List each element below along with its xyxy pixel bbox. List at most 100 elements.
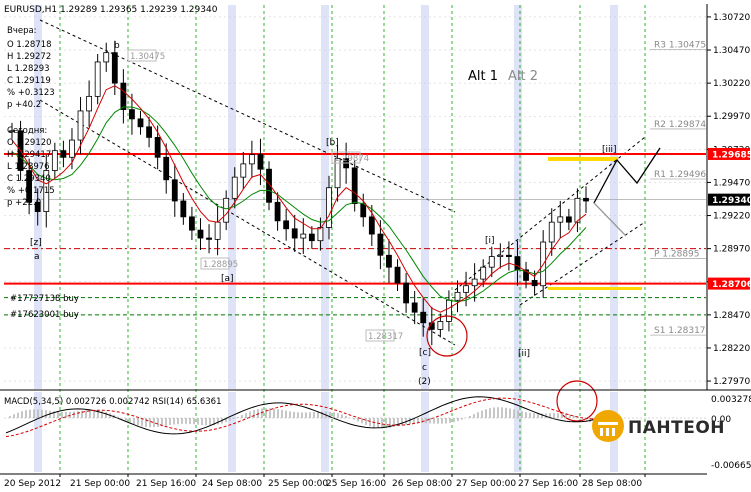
price-boxes: 1.30475 1.29874 1.28895 1.28317 <box>127 49 403 342</box>
candle-body <box>111 52 118 84</box>
x-tick-label: 25 Sep 16:00 <box>326 479 386 489</box>
candle-body <box>129 109 135 120</box>
candle-body <box>77 110 84 141</box>
today-title: Сегодня: <box>7 126 47 136</box>
wave-label-c-bracket: [c] <box>419 348 431 358</box>
projection-alt1 <box>593 147 661 204</box>
trend-lines <box>39 19 646 346</box>
candle-body <box>69 139 75 158</box>
candle-body <box>480 266 487 280</box>
yesterday-high: H 1.29272 <box>7 52 51 62</box>
y-tick-label: 1.28970 <box>713 245 750 255</box>
pivot-label: R2 1.29874 <box>654 120 706 130</box>
session-band <box>610 5 618 389</box>
candle-body <box>463 285 469 293</box>
y-tick-label: 1.29220 <box>713 212 750 222</box>
candle-body <box>283 220 290 230</box>
price-tag <box>708 277 750 290</box>
macd-axis-bottom: -0.006650 <box>711 461 751 471</box>
logo-text: ПАНТЕОН <box>628 418 725 438</box>
candle-body <box>26 170 33 203</box>
macd-panel <box>4 396 706 438</box>
candle-body <box>240 163 247 178</box>
fast-ma-line <box>11 85 587 313</box>
session-band <box>514 5 522 389</box>
wave-label-2: (2) <box>418 377 431 387</box>
slow-ma-line <box>11 106 587 303</box>
candle-body <box>394 266 401 284</box>
wave-label-b: b <box>114 41 120 51</box>
candle-body <box>583 197 589 202</box>
today-percent: % +0.1715 <box>7 186 55 196</box>
box-label-top: 1.30475 <box>130 52 165 62</box>
upper-up-channel <box>454 136 646 291</box>
x-tick-label: 26 Sep 08:00 <box>392 479 452 489</box>
rsi-line <box>5 396 599 435</box>
order-label-2: #17623001 buy <box>10 310 79 320</box>
candle-body <box>548 221 555 243</box>
today-high: H 1.29417 <box>7 150 51 160</box>
y-tick-label: 1.30470 <box>713 46 750 56</box>
lower-up-channel <box>519 221 646 306</box>
candle-body <box>334 158 341 189</box>
candle-body <box>9 130 15 133</box>
yesterday-title: Вчера: <box>7 26 37 36</box>
candle-body <box>51 150 58 171</box>
wave-label-iii: [iii] <box>602 145 617 155</box>
lower-down-channel <box>39 99 456 346</box>
x-tick-label: 21 Sep 00:00 <box>70 479 130 489</box>
box-label-c: 1.28317 <box>368 332 403 342</box>
price-tag <box>708 147 750 160</box>
upper-down-channel <box>39 19 456 213</box>
signal-line <box>5 397 599 438</box>
pivot-label: P 1.28895 <box>654 250 700 260</box>
time-axis: 20 Sep 2012 21 Sep 00:00 21 Sep 16:00 24 Se… <box>4 474 646 489</box>
candle-body <box>557 216 564 223</box>
candle-body <box>326 187 332 228</box>
x-tick-label: 27 Sep 00:00 <box>456 479 516 489</box>
pivot-labels: R3 1.30475 R2 1.29874 R1 1.29496 P 1.28895 S… <box>650 40 706 336</box>
candle-body <box>317 227 324 242</box>
pivot-label: R1 1.29496 <box>654 170 706 180</box>
box-c <box>365 329 395 342</box>
box-label-a: 1.28895 <box>203 260 238 270</box>
pivot-label: S1 1.28317 <box>654 326 706 336</box>
logo-icon <box>592 410 624 442</box>
y-tick-label: 1.30220 <box>713 79 750 89</box>
wave-label-i: [i] <box>485 236 495 246</box>
candle-body <box>514 256 521 271</box>
candle-body <box>454 291 461 301</box>
today-low: L 1.28976 <box>7 162 50 172</box>
candle-body <box>308 233 315 242</box>
candle-body <box>154 137 161 158</box>
x-tick-label: 28 Sep 08:00 <box>582 479 642 489</box>
candle-body <box>420 311 427 324</box>
candle-body <box>471 278 478 287</box>
y-tick-label: 1.28220 <box>713 344 750 354</box>
candle-body <box>266 168 272 203</box>
panteon-logo: ПАНТЕОН <box>592 410 725 442</box>
candle-body <box>146 126 152 138</box>
session-band-macd <box>34 392 42 472</box>
yesterday-points: p +40.2 <box>7 100 41 110</box>
candle-body <box>171 179 178 202</box>
session-band-macd <box>228 392 236 472</box>
y-tick-label: 1.29970 <box>713 112 750 122</box>
projection-alt2 <box>593 202 627 237</box>
candle-body <box>163 156 170 181</box>
x-tick-label: 27 Sep 16:00 <box>518 479 578 489</box>
candle-body <box>94 61 101 97</box>
candle-body <box>574 197 581 223</box>
today-points: p +22.0 <box>7 198 41 208</box>
candle-body <box>360 203 367 218</box>
candle-body <box>488 256 495 268</box>
price-tag <box>708 193 750 206</box>
candle-body <box>497 254 504 257</box>
yesterday-low: L 1.28293 <box>7 64 50 74</box>
candle-body <box>446 299 452 322</box>
price-tags: 1.29685 1.29340 1.28706 <box>708 147 751 290</box>
order-label-1: #17727138 buy <box>10 294 79 304</box>
candle-body <box>565 216 572 223</box>
candle-body <box>351 167 358 205</box>
alt2-label: Alt 2 <box>508 69 538 84</box>
